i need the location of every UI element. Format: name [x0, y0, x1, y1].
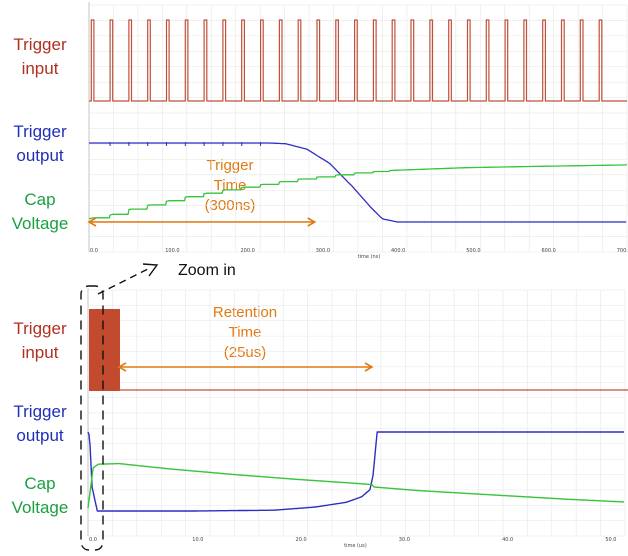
- top-x-tick-label: 700.0: [617, 248, 628, 254]
- top-x-tick-label: 600.0: [541, 248, 555, 254]
- zoom-region-box: [80, 285, 104, 551]
- bottom-x-tick-label: 20.0: [296, 537, 307, 543]
- top-x-tick-label: 400.0: [391, 248, 405, 254]
- bottom-x-tick-label: 0.0: [89, 537, 97, 543]
- top-x-tick-label: 200.0: [240, 248, 254, 254]
- top-annotation-arrow-right-head: [307, 217, 317, 227]
- bottom-x-tick-label: 30.0: [399, 537, 410, 543]
- zoom-arrow-line: [97, 267, 151, 295]
- top-x-axis-label: time (ns): [358, 254, 381, 260]
- bottom-x-axis-label: time (us): [344, 543, 367, 549]
- top-trigger-output-series: [89, 142, 627, 223]
- top-trigger-input-series: [89, 19, 627, 102]
- bottom-x-tick-label: 40.0: [502, 537, 513, 543]
- zoom-in-label: Zoom in: [178, 262, 236, 279]
- bottom-trigger-output-label: Trigger output: [13, 402, 67, 445]
- zoom-arrow-head: [142, 263, 159, 277]
- top-x-tick-label: 500.0: [466, 248, 480, 254]
- top-x-tick-label: 0.0: [90, 248, 98, 254]
- top-x-tick-label: 100.0: [165, 248, 179, 254]
- bottom-annotation-arrow-left-head: [117, 362, 127, 372]
- bottom-trigger-output-series: [87, 431, 624, 512]
- top-cap-voltage-label: Cap Voltage: [11, 190, 69, 233]
- bottom-x-tick-label: 50.0: [605, 537, 616, 543]
- top-x-tick-label: 300.0: [316, 248, 330, 254]
- bottom-x-tick-label: 10.0: [192, 537, 203, 543]
- bottom-annotation-arrow-right-head: [364, 362, 374, 372]
- top-trigger-input-label: Trigger input: [13, 35, 67, 78]
- bottom-trigger-input-pulse: [89, 309, 120, 391]
- bottom-cap-voltage-series: [87, 462, 625, 509]
- bottom-cap-voltage-label: Cap Voltage: [11, 474, 69, 517]
- top-trigger-output-label: Trigger output: [13, 122, 67, 165]
- top-annotation-arrow-left-head: [87, 217, 97, 227]
- top-cap-voltage-series: [89, 164, 627, 220]
- bottom-trigger-input-label: Trigger input: [13, 319, 67, 362]
